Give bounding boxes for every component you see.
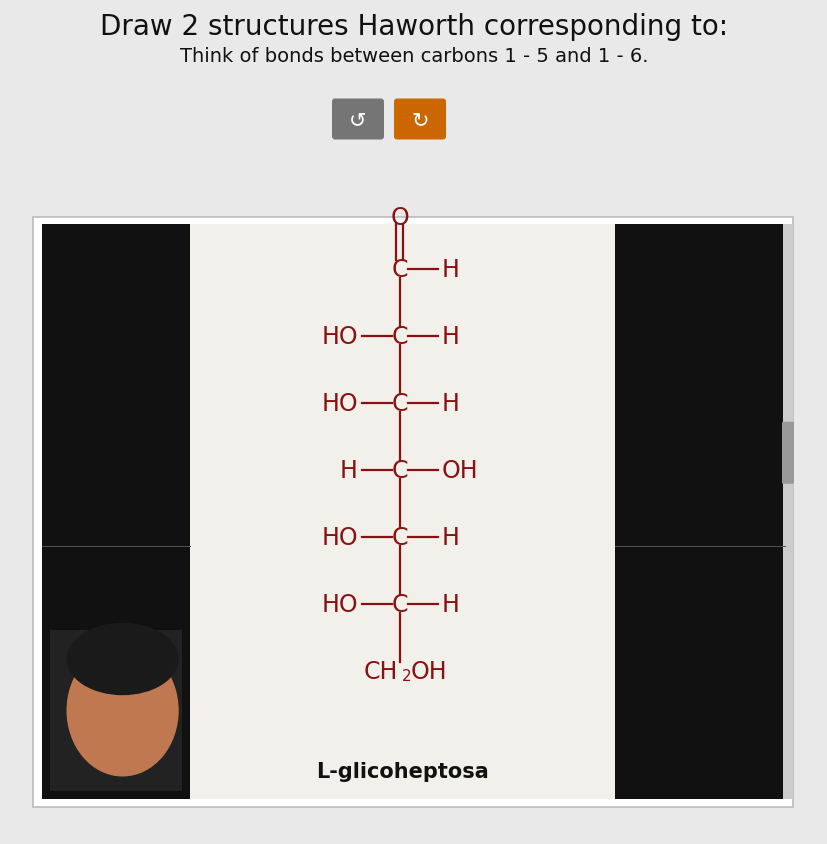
Text: HO: HO <box>321 592 357 616</box>
Text: HO: HO <box>321 325 357 349</box>
Text: CH: CH <box>363 659 398 683</box>
Ellipse shape <box>66 645 179 776</box>
Text: C: C <box>391 257 408 282</box>
FancyBboxPatch shape <box>332 100 384 140</box>
Text: 2: 2 <box>402 668 411 684</box>
Text: L-glicoheptosa: L-glicoheptosa <box>316 761 488 781</box>
Text: H: H <box>442 325 459 349</box>
Text: ↺: ↺ <box>349 110 366 130</box>
FancyBboxPatch shape <box>394 100 446 140</box>
Text: H: H <box>442 592 459 616</box>
Text: OH: OH <box>410 659 447 683</box>
Text: H: H <box>442 525 459 549</box>
FancyBboxPatch shape <box>42 225 189 799</box>
Text: H: H <box>340 458 357 483</box>
Ellipse shape <box>66 623 179 695</box>
Text: HO: HO <box>321 392 357 415</box>
FancyBboxPatch shape <box>33 218 792 807</box>
Text: OH: OH <box>442 458 478 483</box>
FancyBboxPatch shape <box>614 225 784 799</box>
FancyBboxPatch shape <box>189 225 614 799</box>
FancyBboxPatch shape <box>782 225 792 799</box>
FancyBboxPatch shape <box>50 630 182 791</box>
Text: Think of bonds between carbons 1 - 5 and 1 - 6.: Think of bonds between carbons 1 - 5 and… <box>179 47 648 67</box>
Text: ↻: ↻ <box>411 110 428 130</box>
Text: H: H <box>442 257 459 282</box>
Text: C: C <box>391 592 408 616</box>
Text: H: H <box>442 392 459 415</box>
Text: C: C <box>391 325 408 349</box>
Text: Draw 2 structures Haworth corresponding to:: Draw 2 structures Haworth corresponding … <box>100 13 727 41</box>
Text: C: C <box>391 525 408 549</box>
Text: C: C <box>391 458 408 483</box>
Text: O: O <box>390 206 409 230</box>
Text: C: C <box>391 392 408 415</box>
FancyBboxPatch shape <box>781 422 793 484</box>
Text: HO: HO <box>321 525 357 549</box>
